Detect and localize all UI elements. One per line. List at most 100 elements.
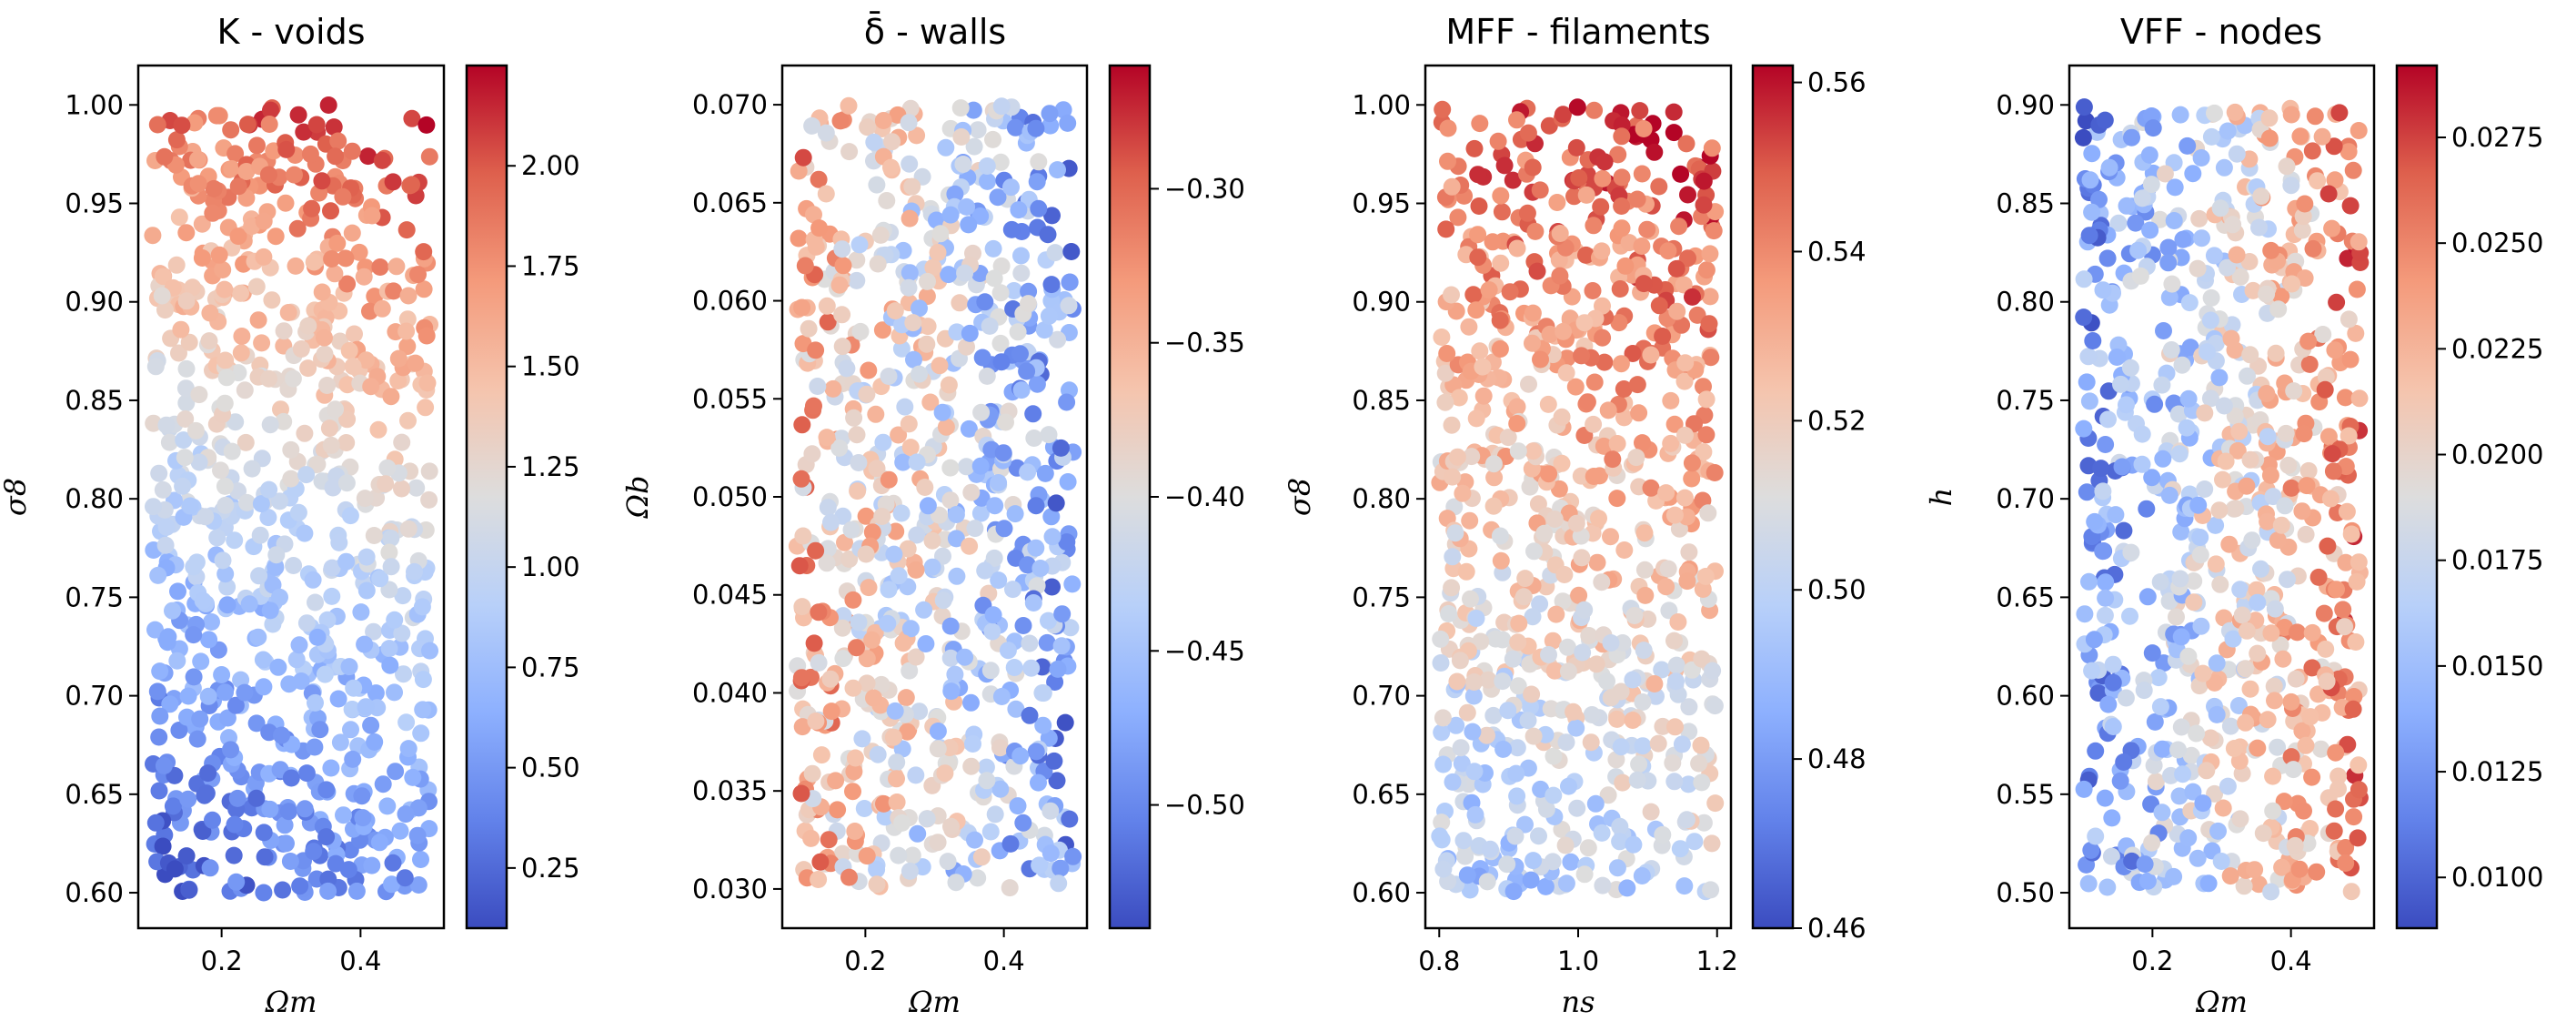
data-point	[1615, 380, 1633, 398]
data-point	[2219, 122, 2237, 140]
data-point	[391, 822, 409, 840]
data-point	[2211, 575, 2229, 593]
data-point	[319, 96, 337, 114]
data-point	[330, 533, 348, 551]
data-point	[1659, 242, 1677, 260]
data-point	[296, 524, 314, 542]
y-tick-label: 1.00	[65, 89, 124, 120]
data-point	[319, 870, 337, 888]
data-point	[1608, 435, 1626, 452]
data-point	[793, 598, 811, 616]
data-point	[1702, 881, 1720, 899]
data-point	[1612, 355, 1630, 373]
data-point	[203, 613, 220, 631]
data-point	[1027, 743, 1045, 761]
data-point	[1665, 103, 1683, 121]
data-point	[880, 368, 898, 385]
data-point	[1451, 652, 1469, 670]
data-point	[1470, 197, 1488, 215]
data-point	[800, 319, 818, 338]
data-point	[2317, 640, 2335, 658]
data-point	[148, 682, 166, 701]
data-point	[1524, 608, 1542, 626]
data-point	[1683, 470, 1701, 488]
data-point	[1604, 450, 1622, 469]
data-point	[2304, 239, 2322, 258]
data-point	[840, 96, 858, 115]
data-point	[222, 121, 240, 139]
data-point	[995, 520, 1013, 538]
data-point	[2092, 460, 2110, 478]
x-axis-label: ns	[1561, 985, 1595, 1019]
data-point	[1624, 345, 1642, 362]
data-point	[2172, 718, 2190, 736]
data-point	[917, 635, 935, 652]
data-point	[833, 240, 851, 258]
data-point	[2309, 172, 2327, 190]
data-point	[1565, 702, 1583, 721]
data-point	[859, 118, 877, 136]
data-point	[1610, 314, 1628, 332]
data-point	[2283, 275, 2301, 293]
data-point	[1437, 220, 1455, 238]
data-point	[414, 671, 432, 689]
data-point	[985, 549, 1003, 567]
data-point	[2160, 486, 2179, 504]
data-point	[1464, 723, 1482, 741]
data-point	[269, 658, 287, 676]
data-point	[2087, 742, 2105, 760]
data-point	[1583, 706, 1601, 723]
data-point	[1540, 116, 1558, 135]
data-point	[1012, 247, 1030, 265]
data-point	[159, 628, 177, 646]
data-point	[304, 571, 322, 589]
panel-vff-nodes: 0.2 0.4 0.50 0.55 0.60 0.65 0.70 0.75 0.80 0.85 0.…	[1924, 12, 2543, 1019]
data-point	[1585, 415, 1603, 433]
data-point	[822, 513, 840, 531]
data-point	[1457, 562, 1475, 581]
data-point	[289, 503, 307, 521]
data-point	[2231, 810, 2249, 828]
data-point	[1524, 442, 1543, 460]
data-point	[1585, 217, 1603, 235]
data-point	[260, 116, 278, 133]
data-point	[956, 264, 974, 282]
y-axis-label: σ8	[0, 478, 33, 516]
data-point	[1461, 881, 1479, 899]
data-point	[295, 123, 313, 141]
data-point	[855, 800, 873, 817]
data-point	[2299, 461, 2318, 480]
data-point	[226, 531, 244, 550]
data-point	[1584, 282, 1602, 299]
data-point	[2323, 219, 2341, 238]
data-point	[299, 359, 317, 378]
data-point	[1465, 139, 1484, 157]
data-point	[2173, 356, 2191, 374]
data-point	[830, 276, 849, 294]
data-point	[2201, 729, 2219, 747]
data-point	[2290, 860, 2309, 878]
data-point	[237, 163, 256, 180]
data-point	[393, 480, 410, 498]
data-point	[1020, 295, 1037, 313]
data-point	[2096, 111, 2114, 129]
colorbar-tick-label: 0.0200	[2451, 440, 2543, 470]
data-point	[167, 131, 186, 149]
data-point	[2136, 855, 2154, 874]
y-tick-label: 0.065	[692, 187, 768, 218]
data-point	[1673, 735, 1691, 753]
data-point	[204, 204, 222, 222]
axes-frame	[136, 64, 446, 930]
data-point	[1027, 497, 1045, 515]
data-point	[399, 520, 418, 538]
colorbar-tick-label: 0.75	[521, 652, 580, 682]
data-point	[934, 547, 951, 565]
data-point	[326, 265, 344, 283]
data-point	[2239, 367, 2256, 385]
data-point	[901, 620, 920, 638]
data-point	[1555, 566, 1574, 583]
data-point	[1636, 586, 1655, 604]
data-point	[318, 377, 337, 394]
data-point	[1040, 307, 1058, 325]
data-point	[805, 634, 823, 652]
